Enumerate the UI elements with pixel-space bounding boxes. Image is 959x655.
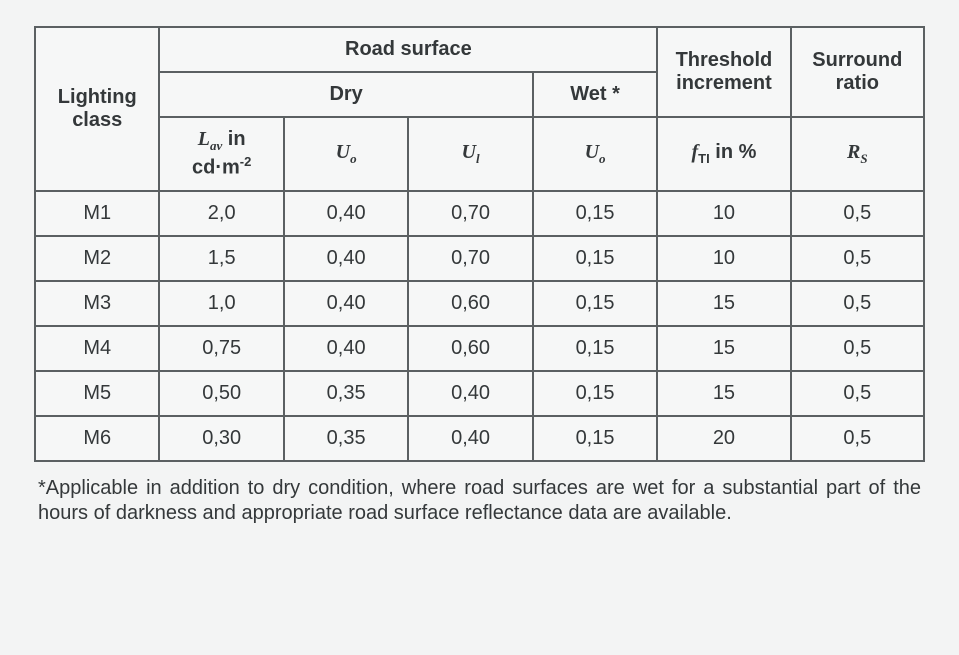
- cell-class: M4: [35, 326, 159, 371]
- table-row: M60,300,350,400,15200,5: [35, 416, 924, 461]
- cell-lav: 2,0: [159, 191, 283, 236]
- cell-lav: 0,75: [159, 326, 283, 371]
- cell-uo_wet: 0,15: [533, 371, 657, 416]
- cell-rs: 0,5: [791, 326, 924, 371]
- cell-fti: 10: [657, 236, 790, 281]
- cell-rs: 0,5: [791, 416, 924, 461]
- table-body: M12,00,400,700,15100,5M21,50,400,700,151…: [35, 191, 924, 461]
- cell-class: M3: [35, 281, 159, 326]
- cell-ul: 0,40: [408, 371, 532, 416]
- cell-uo: 0,40: [284, 191, 408, 236]
- col-lighting-class: Lighting class: [35, 27, 159, 191]
- table-row: M40,750,400,600,15150,5: [35, 326, 924, 371]
- page: Lighting class Road surface Threshold in…: [0, 0, 959, 547]
- header-row-1: Lighting class Road surface Threshold in…: [35, 27, 924, 72]
- cell-fti: 20: [657, 416, 790, 461]
- cell-ul: 0,70: [408, 236, 532, 281]
- cell-uo: 0,40: [284, 326, 408, 371]
- col-dry: Dry: [159, 72, 532, 117]
- cell-rs: 0,5: [791, 236, 924, 281]
- col-threshold-increment: Threshold increment: [657, 27, 790, 117]
- cell-class: M6: [35, 416, 159, 461]
- table-row: M21,50,400,700,15100,5: [35, 236, 924, 281]
- cell-rs: 0,5: [791, 371, 924, 416]
- cell-class: M5: [35, 371, 159, 416]
- cell-ul: 0,70: [408, 191, 532, 236]
- cell-lav: 0,30: [159, 416, 283, 461]
- cell-uo: 0,35: [284, 416, 408, 461]
- header-row-3: Lav incd·m-2 Uo Ul Uo fTI in % RS: [35, 117, 924, 191]
- cell-uo: 0,35: [284, 371, 408, 416]
- col-road-surface: Road surface: [159, 27, 657, 72]
- cell-uo_wet: 0,15: [533, 416, 657, 461]
- col-lav: Lav incd·m-2: [159, 117, 283, 191]
- table-row: M50,500,350,400,15150,5: [35, 371, 924, 416]
- cell-rs: 0,5: [791, 281, 924, 326]
- col-surround-ratio: Surround ratio: [791, 27, 924, 117]
- cell-uo: 0,40: [284, 236, 408, 281]
- cell-uo: 0,40: [284, 281, 408, 326]
- cell-ul: 0,60: [408, 281, 532, 326]
- col-wet: Wet *: [533, 72, 657, 117]
- cell-fti: 15: [657, 326, 790, 371]
- cell-lav: 0,50: [159, 371, 283, 416]
- lighting-class-table: Lighting class Road surface Threshold in…: [34, 26, 925, 462]
- cell-ul: 0,60: [408, 326, 532, 371]
- cell-fti: 15: [657, 371, 790, 416]
- table-row: M31,00,400,600,15150,5: [35, 281, 924, 326]
- cell-fti: 15: [657, 281, 790, 326]
- table-head: Lighting class Road surface Threshold in…: [35, 27, 924, 191]
- col-rs: RS: [791, 117, 924, 191]
- col-ul: Ul: [408, 117, 532, 191]
- cell-uo_wet: 0,15: [533, 236, 657, 281]
- col-uo-wet: Uo: [533, 117, 657, 191]
- table-row: M12,00,400,700,15100,5: [35, 191, 924, 236]
- col-fti: fTI in %: [657, 117, 790, 191]
- cell-lav: 1,5: [159, 236, 283, 281]
- col-uo: Uo: [284, 117, 408, 191]
- footnote-text: *Applicable in addition to dry condition…: [34, 476, 925, 527]
- cell-uo_wet: 0,15: [533, 281, 657, 326]
- cell-class: M1: [35, 191, 159, 236]
- cell-class: M2: [35, 236, 159, 281]
- cell-ul: 0,40: [408, 416, 532, 461]
- cell-lav: 1,0: [159, 281, 283, 326]
- cell-fti: 10: [657, 191, 790, 236]
- cell-rs: 0,5: [791, 191, 924, 236]
- cell-uo_wet: 0,15: [533, 191, 657, 236]
- cell-uo_wet: 0,15: [533, 326, 657, 371]
